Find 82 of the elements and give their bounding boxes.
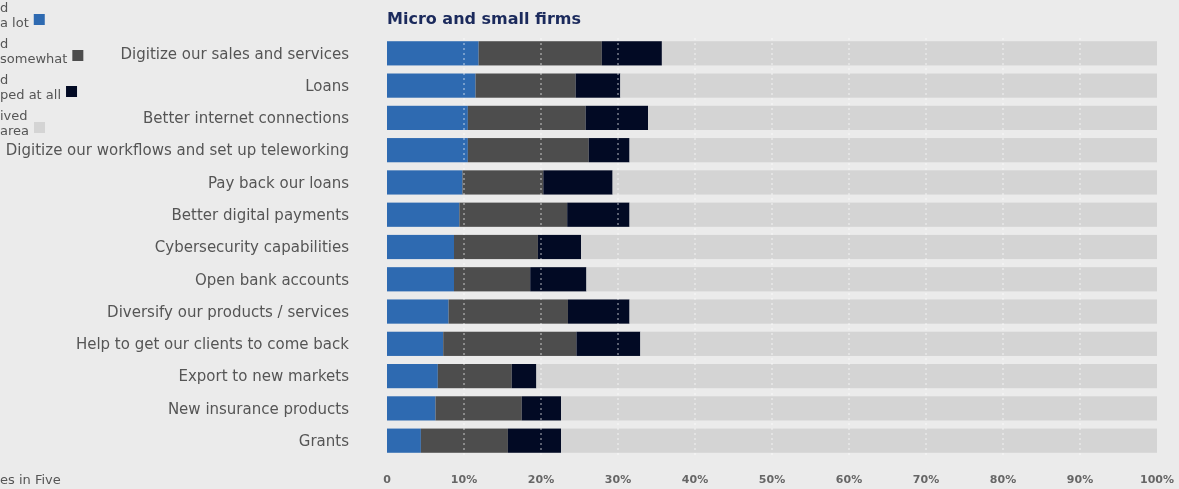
y-tick-label: Diversify our products / services [107, 302, 350, 321]
bar [640, 331, 1157, 356]
x-tick-label: 60% [835, 473, 863, 486]
bar [629, 138, 1157, 163]
bar [601, 41, 662, 66]
bar [387, 331, 444, 356]
bar [443, 331, 577, 356]
bar [536, 364, 1157, 389]
bar [629, 299, 1157, 324]
x-tick-label: 70% [912, 473, 940, 486]
y-tick-label: Better digital payments [171, 205, 350, 224]
bar [453, 267, 531, 292]
y-tick-label: Digitize our sales and services [120, 44, 350, 63]
bar [387, 396, 436, 421]
x-tick-label: 0 [383, 473, 392, 486]
y-tick-label: Export to new markets [178, 367, 350, 386]
bar [530, 267, 587, 292]
bar [585, 105, 649, 130]
legend-label: d ped at all [0, 72, 62, 102]
bar [435, 396, 522, 421]
bar [387, 364, 438, 389]
bar [581, 234, 1157, 260]
y-tick-label: Loans [305, 76, 350, 95]
legend-label: d a lot [0, 0, 29, 30]
bar [420, 428, 508, 453]
bar [511, 364, 537, 389]
bar [387, 73, 476, 98]
bar [543, 170, 613, 195]
bar [521, 396, 562, 421]
bar [387, 267, 454, 292]
bar [648, 105, 1157, 130]
bar [467, 138, 589, 163]
y-tick-label: Open bank accounts [194, 270, 350, 289]
x-tick-label: 30% [604, 473, 632, 486]
bar [575, 73, 621, 98]
x-tick-label: 10% [450, 473, 478, 486]
x-tick-label: 90% [1066, 473, 1094, 486]
bar [467, 105, 586, 130]
bar [387, 170, 463, 195]
bar [567, 202, 630, 227]
bar [387, 138, 468, 163]
bar [629, 202, 1157, 227]
bar [387, 234, 454, 260]
y-tick-label: Cybersecurity capabilities [154, 238, 350, 257]
bar [478, 41, 602, 66]
bar [507, 428, 562, 453]
bar [537, 234, 582, 260]
y-tick-label: New insurance products [167, 399, 350, 418]
bar [387, 105, 468, 130]
bar [387, 428, 421, 453]
bar [453, 234, 538, 260]
legend-label: d somewhat [0, 36, 68, 66]
x-tick-label: 100% [1140, 473, 1174, 486]
bar [448, 299, 568, 324]
bar [620, 73, 1157, 98]
x-tick-label: 20% [527, 473, 555, 486]
y-tick-label: Grants [298, 431, 350, 450]
bar [459, 202, 568, 227]
bar [586, 267, 1157, 292]
y-tick-label: Better internet connections [143, 109, 350, 128]
bar [475, 73, 576, 98]
bar [561, 396, 1157, 421]
y-tick-label: Help to get our clients to come back [75, 335, 350, 354]
chart-title: Micro and small firms [387, 9, 582, 28]
bar [462, 170, 544, 195]
bar [387, 41, 479, 66]
bar [576, 331, 641, 356]
text: es in Five [0, 472, 61, 487]
x-tick-label: 50% [758, 473, 786, 486]
bar [588, 138, 630, 163]
bar [661, 41, 1157, 66]
bar [567, 299, 630, 324]
bar [561, 428, 1157, 453]
x-tick-label: 40% [681, 473, 709, 486]
bar [387, 202, 460, 227]
bar [612, 170, 1157, 195]
y-tick-label: Digitize our workflows and set up teleworking [5, 141, 349, 160]
bar [437, 364, 512, 389]
bar [387, 299, 449, 324]
legend-label: ived area [0, 108, 29, 138]
x-tick-label: 80% [989, 473, 1017, 486]
y-tick-label: Pay back our loans [207, 173, 350, 192]
